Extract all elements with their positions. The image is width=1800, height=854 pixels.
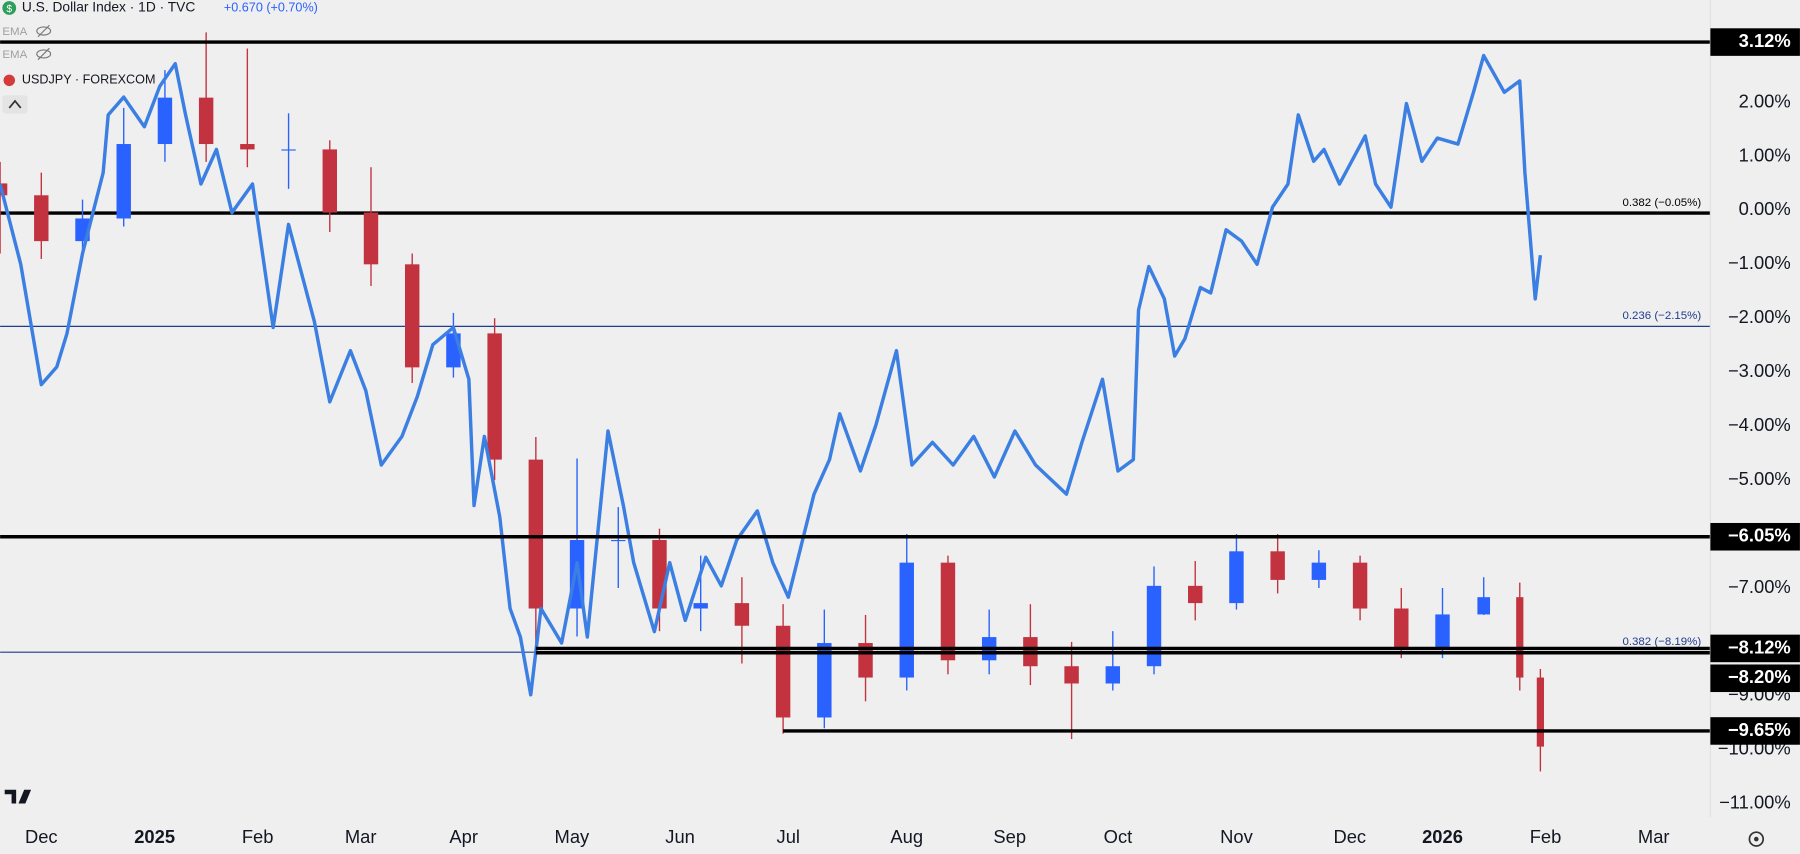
- price-change: +0.670 (+0.70%): [224, 0, 318, 14]
- fib-level-label: 0.382 (−0.05%): [1622, 197, 1701, 209]
- y-tick-label: −5.00%: [1728, 468, 1791, 489]
- compare-symbol: USDJPY · FOREXCOM: [22, 73, 156, 87]
- candle-body: [652, 539, 667, 609]
- x-tick-label: May: [555, 826, 591, 847]
- candle-body: [528, 459, 544, 609]
- candle-body: [1352, 562, 1368, 609]
- candle-body: [1311, 562, 1327, 580]
- symbol-icon-glyph: $: [6, 4, 12, 15]
- level-price-box: [1710, 664, 1800, 693]
- y-tick-label: −2.00%: [1728, 306, 1791, 327]
- level-price-label: −8.20%: [1728, 666, 1791, 687]
- candle-body: [281, 149, 296, 151]
- x-tick-label: 2026: [1422, 826, 1463, 847]
- x-tick-label: Mar: [1638, 826, 1670, 847]
- candle-body: [940, 562, 956, 661]
- x-tick-label: Feb: [1530, 826, 1562, 847]
- x-tick-label: Nov: [1220, 826, 1253, 847]
- candle-body: [487, 333, 502, 460]
- level-price-box: [1710, 634, 1800, 663]
- settings-icon[interactable]: [1748, 831, 1765, 847]
- candle-body: [1188, 585, 1203, 604]
- indicator-label: EMA: [2, 49, 27, 61]
- symbol-icon: [2, 1, 17, 15]
- candle-body: [899, 562, 914, 678]
- y-tick-label: 2.00%: [1739, 90, 1791, 111]
- level-price-box: [1710, 522, 1800, 551]
- candle-body: [0, 183, 8, 196]
- collapse-button[interactable]: [2, 95, 28, 114]
- candle-body: [1394, 608, 1409, 649]
- x-tick-label: Apr: [449, 826, 478, 847]
- y-tick-label: 0.00%: [1739, 198, 1791, 219]
- candle-body: [817, 643, 832, 718]
- y-tick-label: 1.00%: [1739, 144, 1791, 165]
- fib-level-label: 0.236 (−2.15%): [1622, 310, 1701, 322]
- hidden-eye-icon[interactable]: [36, 24, 52, 38]
- line-series: [0, 53, 1543, 697]
- indicator-label: EMA: [2, 26, 27, 38]
- candle-body: [1105, 666, 1121, 684]
- candle-body: [1536, 677, 1544, 747]
- level-price-label: −9.65%: [1728, 719, 1791, 740]
- settings-icon-center: [1754, 836, 1759, 842]
- fib-level-label: 0.382 (−8.19%): [1622, 636, 1701, 648]
- x-tick-label: Dec: [25, 826, 58, 847]
- level-price-label: −6.05%: [1728, 525, 1791, 546]
- compare-icon: [3, 74, 16, 87]
- y-tick-label: −7.00%: [1728, 576, 1791, 597]
- x-tick-label: Jul: [777, 826, 800, 847]
- candle-body: [1477, 597, 1491, 615]
- candle-body: [1146, 585, 1162, 667]
- x-tick-label: Jun: [665, 826, 695, 847]
- candle-body: [734, 603, 750, 626]
- candle-body: [363, 212, 379, 265]
- y-tick-label: −11.00%: [1719, 792, 1791, 813]
- hidden-eye-icon[interactable]: [36, 47, 52, 61]
- y-tick-label: −3.00%: [1728, 360, 1791, 381]
- x-tick-label: Sep: [993, 826, 1026, 847]
- candle-body: [240, 144, 255, 150]
- collapse-arrow: [8, 99, 22, 109]
- x-tick-label: Feb: [242, 826, 274, 847]
- candle-body: [611, 539, 626, 542]
- candle-body: [775, 625, 791, 718]
- logo: [4, 789, 32, 804]
- level-price-box: [1710, 28, 1800, 56]
- symbol-title: U.S. Dollar Index · 1D · TVC: [22, 0, 195, 15]
- candle-body: [157, 97, 173, 145]
- candle-body: [1516, 597, 1524, 678]
- y-tick-label: −1.00%: [1728, 252, 1791, 273]
- candle-body: [34, 195, 49, 242]
- x-tick-label: 2025: [134, 826, 175, 847]
- x-tick-label: Dec: [1333, 826, 1366, 847]
- y-tick-label: −4.00%: [1728, 414, 1791, 435]
- candle-body: [1435, 614, 1450, 649]
- candle-body: [1270, 551, 1285, 580]
- level-price-label: −8.12%: [1728, 636, 1791, 657]
- candle-body: [198, 97, 214, 145]
- x-tick-label: Oct: [1104, 826, 1133, 847]
- candle-body: [116, 144, 131, 219]
- x-tick-label: Mar: [345, 826, 377, 847]
- level-price-label: 3.12%: [1739, 30, 1791, 51]
- candle-body: [1064, 666, 1079, 684]
- candle-body: [404, 264, 420, 368]
- candle-body: [1229, 551, 1244, 604]
- candle-body: [693, 603, 708, 609]
- level-price-box: [1710, 717, 1800, 745]
- candle-body: [322, 149, 337, 213]
- plot-area: 0.382 (−0.05%) 0.236 (−2.15%) 0.382 (−8.19…: [0, 32, 1711, 772]
- x-tick-label: Aug: [890, 826, 923, 847]
